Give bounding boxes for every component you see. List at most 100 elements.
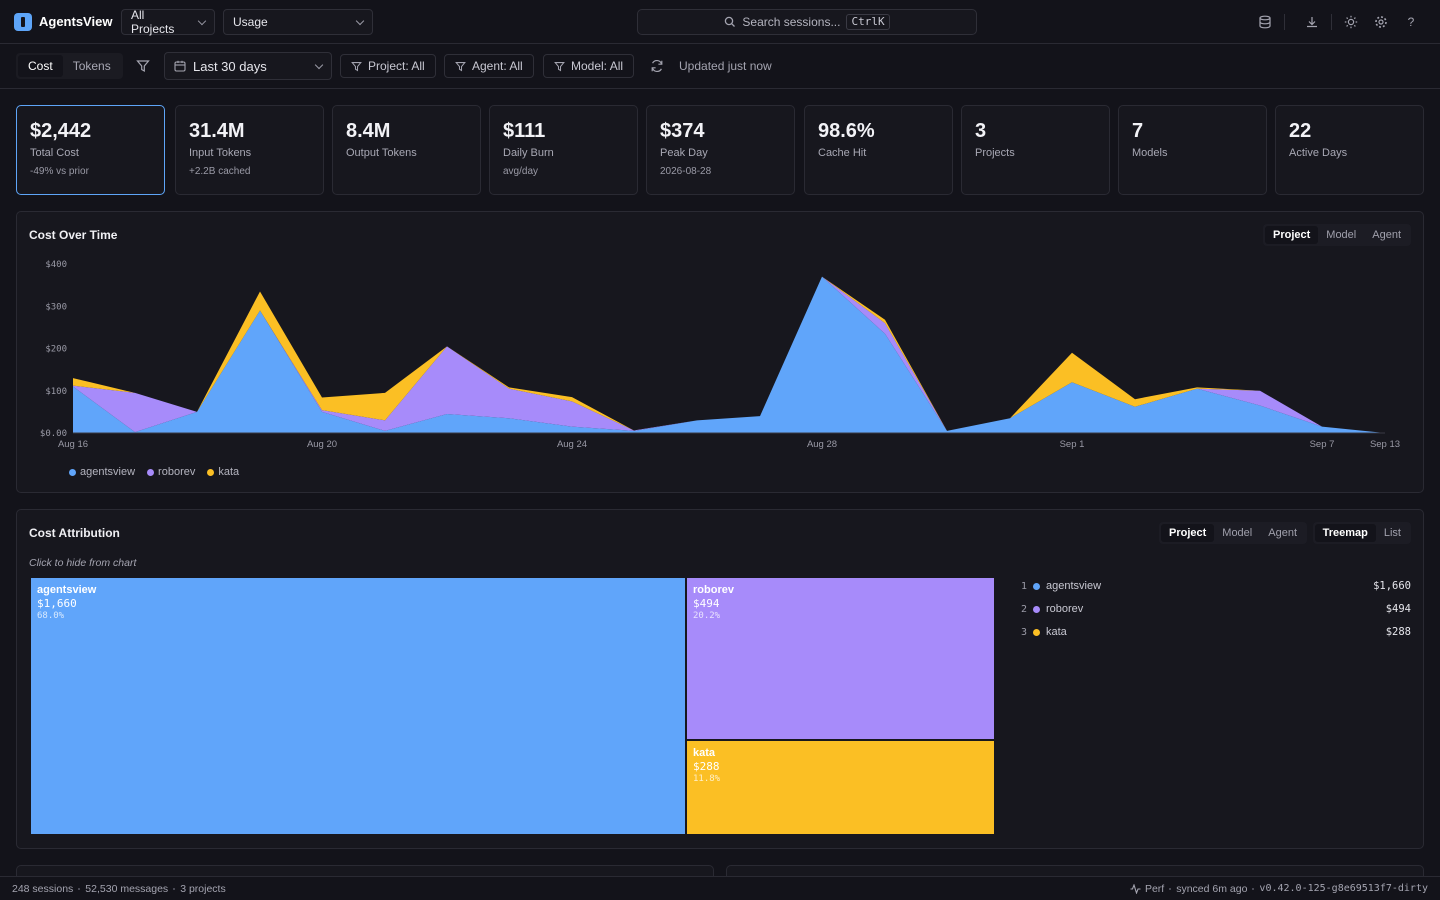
kpi-card-cache-hit[interactable]: 98.6% Cache Hit (804, 105, 953, 195)
perf-label: Perf (1144, 882, 1165, 895)
kpi-label: Active Days (1289, 147, 1348, 159)
perf-link[interactable]: Perf (1130, 883, 1164, 895)
attribution-view-tabs: Treemap List (1312, 522, 1411, 544)
tab-project[interactable]: Project (1160, 524, 1215, 542)
legend-item-roborev[interactable]: roborev (147, 466, 195, 478)
kpi-sub: +2.2B cached (189, 166, 251, 177)
view-select[interactable]: Usage (223, 9, 373, 35)
tile-name: agentsview (37, 584, 97, 596)
filter-icon (554, 61, 565, 71)
gear-icon[interactable] (1366, 7, 1396, 37)
metric-tab-tokens[interactable]: Tokens (72, 59, 111, 73)
treemap-tile-agentsview[interactable]: agentsview $1,660 68.0% (31, 578, 685, 834)
rank-value: $1,660 (1373, 580, 1411, 592)
project-filter[interactable]: Project: All (340, 54, 436, 78)
kpi-label: Projects (975, 147, 1015, 159)
project-select[interactable]: All Projects (121, 8, 215, 36)
chevron-down-icon (314, 60, 324, 69)
tab-agent[interactable]: Agent (1372, 229, 1401, 241)
updated-status: Updated just now (679, 59, 772, 73)
kpi-card-output-tokens[interactable]: 8.4M Output Tokens (332, 105, 481, 195)
kpi-card-daily-burn[interactable]: $111 Daily Burn avg/day (489, 105, 638, 195)
cost-over-time-panel: Cost Over Time Project Model Agent $0.00… (16, 211, 1424, 493)
message-count: 52,530 messages (85, 882, 169, 895)
kpi-card-models[interactable]: 7 Models (1118, 105, 1267, 195)
help-icon[interactable]: ? (1407, 15, 1415, 29)
kpi-value: 31.4M (189, 120, 245, 142)
legend-dot (69, 468, 76, 476)
top-icons: ? (1250, 0, 1426, 44)
database-icon[interactable] (1250, 7, 1280, 37)
kpi-value: 7 (1132, 120, 1144, 142)
color-dot (1033, 628, 1040, 636)
filter-icon[interactable] (136, 59, 150, 76)
tab-model[interactable]: Model (1222, 527, 1253, 539)
app-name: AgentsView (39, 14, 113, 29)
divider (1331, 14, 1332, 30)
kpi-label: Output Tokens (346, 147, 417, 159)
project-filter-label: Project: All (368, 59, 425, 73)
rank-name: kata (1046, 626, 1067, 638)
tile-value: $1,660 (37, 597, 77, 610)
search-input[interactable]: Search sessions... CtrlK (637, 9, 977, 35)
treemap-tile-roborev[interactable]: roborev $494 20.2% (687, 578, 994, 739)
sun-icon[interactable] (1336, 7, 1366, 37)
tab-list[interactable]: List (1383, 527, 1401, 539)
agent-filter[interactable]: Agent: All (444, 54, 534, 78)
metric-toggle: Cost Tokens (16, 53, 123, 79)
kpi-value: 98.6% (818, 120, 875, 142)
x-tick-label: Sep 7 (1310, 439, 1335, 450)
tab-project[interactable]: Project (1264, 226, 1319, 244)
legend-item-agentsview[interactable]: agentsview (69, 466, 135, 478)
y-tick-label: $0.00 (40, 429, 67, 439)
logo-icon (14, 12, 32, 31)
search-shortcut: CtrlK (846, 14, 890, 30)
x-tick-label: Aug 20 (307, 439, 337, 450)
list-item[interactable]: 1 agentsview $1,660 (1021, 580, 1411, 592)
kpi-sub: 2026-08-28 (660, 166, 712, 177)
tile-name: roborev (693, 584, 734, 596)
rank-number: 3 (1021, 626, 1028, 638)
refresh-icon[interactable] (650, 59, 664, 76)
tile-value: $288 (693, 760, 720, 773)
rank-value: $494 (1385, 603, 1411, 615)
calendar-icon (174, 60, 186, 72)
attribution-group-tabs: Project Model Agent (1158, 522, 1307, 544)
kpi-card-input-tokens[interactable]: 31.4M Input Tokens +2.2B cached (175, 105, 324, 195)
tab-agent[interactable]: Agent (1268, 527, 1297, 539)
legend-item-kata[interactable]: kata (207, 466, 239, 478)
download-icon[interactable] (1297, 7, 1327, 37)
kpi-card-total-cost[interactable]: $2,442 Total Cost -49% vs prior (16, 105, 165, 195)
status-right: Perf synced 6m ago v0.42.0-125-g8e69513f… (1130, 883, 1428, 895)
tab-treemap[interactable]: Treemap (1314, 524, 1376, 542)
treemap-tile-kata[interactable]: kata $288 11.8% (687, 741, 994, 834)
tile-percent: 20.2% (693, 611, 721, 621)
chart-legend: agentsview roborev kata (69, 466, 239, 478)
filter-bar: Cost Tokens Last 30 days Project: All Ag… (0, 44, 1440, 89)
separator-dot (1169, 887, 1172, 890)
area-series-kata[interactable] (73, 276, 1385, 433)
kpi-card-peak-day[interactable]: $374 Peak Day 2026-08-28 (646, 105, 795, 195)
kpi-sub: avg/day (503, 166, 539, 177)
rank-name: roborev (1046, 603, 1084, 615)
list-item[interactable]: 3 kata $288 (1021, 626, 1411, 638)
kpi-card-active-days[interactable]: 22 Active Days (1275, 105, 1424, 195)
divider (1284, 14, 1285, 30)
separator-dot (1252, 887, 1255, 890)
chevron-down-icon (355, 16, 365, 25)
y-tick-label: $200 (45, 345, 67, 355)
agent-filter-label: Agent: All (472, 59, 523, 73)
tile-name: kata (693, 747, 716, 759)
metric-tab-cost[interactable]: Cost (18, 55, 63, 77)
model-filter[interactable]: Model: All (543, 54, 635, 78)
area-series-agentsview[interactable] (73, 276, 1385, 433)
kpi-card-projects[interactable]: 3 Projects (961, 105, 1110, 195)
kpi-value: $2,442 (30, 120, 92, 142)
list-item[interactable]: 2 roborev $494 (1021, 603, 1411, 615)
app-logo[interactable]: AgentsView (14, 12, 113, 31)
kpi-value: 3 (975, 120, 987, 142)
view-select-value: Usage (233, 15, 268, 29)
date-range-select[interactable]: Last 30 days (164, 52, 332, 80)
tab-model[interactable]: Model (1326, 229, 1357, 241)
activity-icon (1130, 883, 1141, 894)
